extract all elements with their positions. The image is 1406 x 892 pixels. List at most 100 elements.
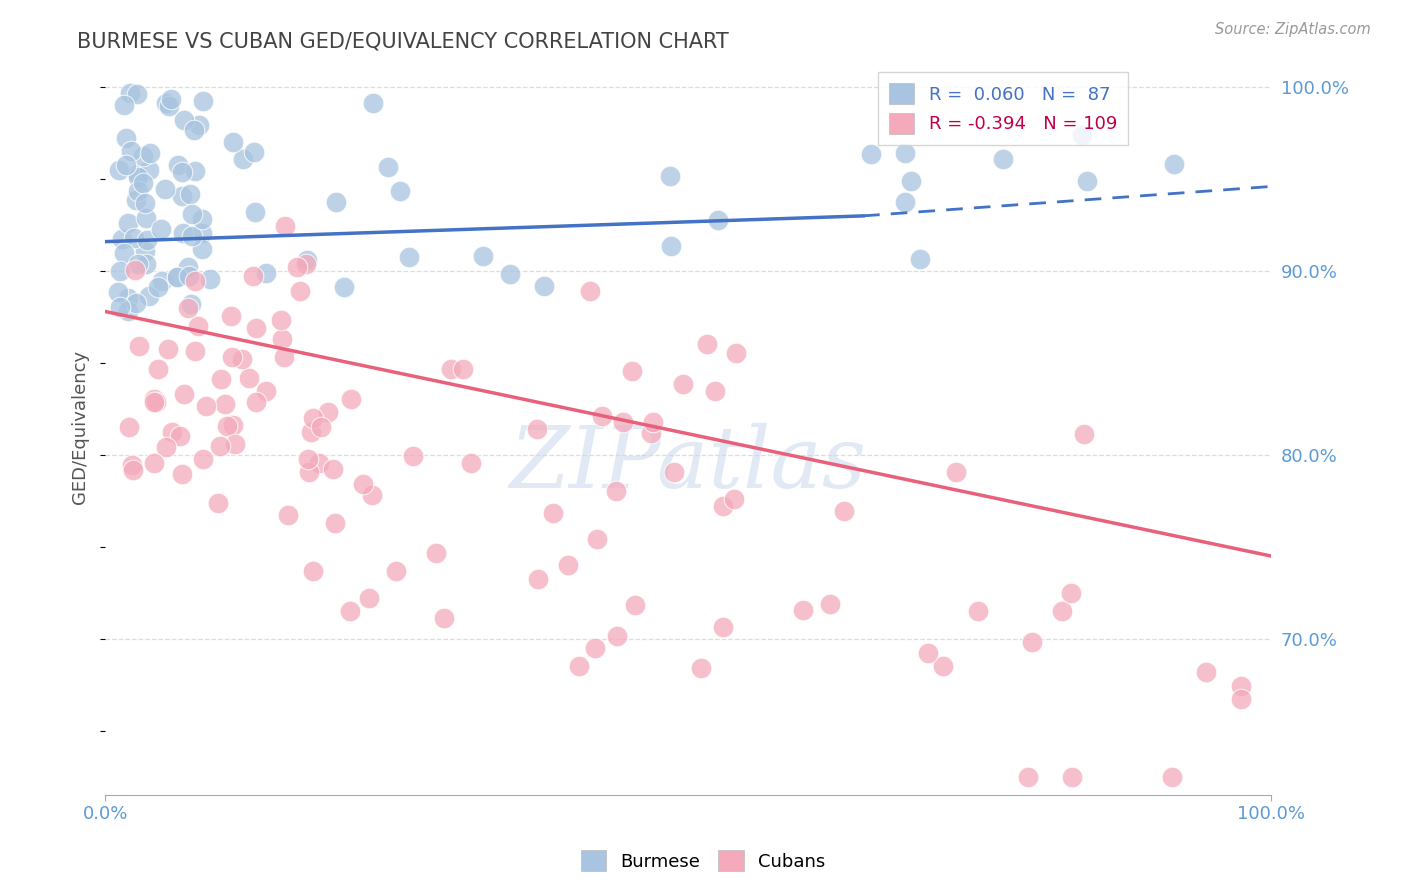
Point xyxy=(398,250,420,264)
Point xyxy=(583,641,606,656)
Legend: R =  0.060   N =  87, R = -0.394   N = 109: R = 0.060 N = 87, R = -0.394 N = 109 xyxy=(879,72,1128,145)
Point xyxy=(177,268,200,283)
Point xyxy=(127,167,149,181)
Point xyxy=(187,319,209,334)
Point xyxy=(894,195,917,210)
Text: BURMESE VS CUBAN GED/EQUIVALENCY CORRELATION CHART: BURMESE VS CUBAN GED/EQUIVALENCY CORRELA… xyxy=(77,31,730,51)
Point xyxy=(1017,770,1039,784)
Point xyxy=(166,270,188,285)
Point xyxy=(169,429,191,443)
Point xyxy=(177,260,200,274)
Point xyxy=(309,420,332,434)
Point xyxy=(254,384,277,398)
Point xyxy=(112,246,135,260)
Point xyxy=(155,440,177,454)
Text: ZIPatlas: ZIPatlas xyxy=(509,423,866,506)
Point xyxy=(672,377,695,392)
Point xyxy=(254,266,277,280)
Point xyxy=(557,558,579,572)
Y-axis label: GED/Equivalency: GED/Equivalency xyxy=(72,351,89,504)
Point xyxy=(166,269,188,284)
Point xyxy=(1229,679,1251,693)
Point xyxy=(184,163,207,178)
Point xyxy=(1161,770,1184,784)
Point xyxy=(184,273,207,287)
Point xyxy=(499,267,522,281)
Text: Source: ZipAtlas.com: Source: ZipAtlas.com xyxy=(1215,22,1371,37)
Point xyxy=(270,313,292,327)
Point xyxy=(323,516,346,530)
Point xyxy=(945,465,967,479)
Point xyxy=(138,289,160,303)
Point xyxy=(157,99,180,113)
Point xyxy=(138,162,160,177)
Point xyxy=(127,184,149,198)
Point xyxy=(142,392,165,406)
Point xyxy=(322,462,344,476)
Point xyxy=(401,449,423,463)
Point xyxy=(612,415,634,429)
Point xyxy=(377,160,399,174)
Point xyxy=(136,233,159,247)
Point xyxy=(120,144,142,158)
Point xyxy=(471,249,494,263)
Point xyxy=(198,272,221,286)
Point xyxy=(859,147,882,161)
Point xyxy=(1076,173,1098,187)
Point xyxy=(208,439,231,453)
Point xyxy=(533,279,555,293)
Point xyxy=(121,458,143,472)
Point xyxy=(1195,665,1218,680)
Point xyxy=(219,309,242,323)
Point xyxy=(302,411,325,425)
Point xyxy=(297,451,319,466)
Point xyxy=(243,204,266,219)
Point xyxy=(966,604,988,618)
Point xyxy=(160,425,183,439)
Point xyxy=(818,597,841,611)
Point xyxy=(711,499,734,513)
Point xyxy=(183,343,205,358)
Point xyxy=(117,291,139,305)
Point xyxy=(696,337,718,351)
Point xyxy=(122,231,145,245)
Point xyxy=(166,158,188,172)
Point xyxy=(207,495,229,509)
Point xyxy=(568,659,591,673)
Point xyxy=(440,362,463,376)
Point xyxy=(146,362,169,376)
Point xyxy=(704,384,727,398)
Point xyxy=(659,169,682,183)
Point xyxy=(318,404,340,418)
Point xyxy=(108,264,131,278)
Point xyxy=(526,572,548,586)
Point xyxy=(460,456,482,470)
Point xyxy=(120,86,142,100)
Point xyxy=(931,659,953,673)
Point xyxy=(115,131,138,145)
Point xyxy=(238,371,260,385)
Point xyxy=(273,219,295,233)
Point xyxy=(179,187,201,202)
Point xyxy=(231,352,253,367)
Point xyxy=(1073,426,1095,441)
Point xyxy=(132,149,155,163)
Point xyxy=(172,165,194,179)
Point xyxy=(285,260,308,274)
Point xyxy=(134,196,156,211)
Point xyxy=(299,425,322,439)
Point xyxy=(273,350,295,364)
Point xyxy=(155,96,177,111)
Point xyxy=(384,565,406,579)
Point xyxy=(1060,585,1083,599)
Point xyxy=(359,591,381,606)
Point xyxy=(591,409,613,424)
Point xyxy=(214,397,236,411)
Point xyxy=(134,244,156,258)
Point xyxy=(578,284,600,298)
Point xyxy=(111,232,134,246)
Point xyxy=(124,263,146,277)
Point xyxy=(190,212,212,227)
Point xyxy=(153,182,176,196)
Point xyxy=(792,603,814,617)
